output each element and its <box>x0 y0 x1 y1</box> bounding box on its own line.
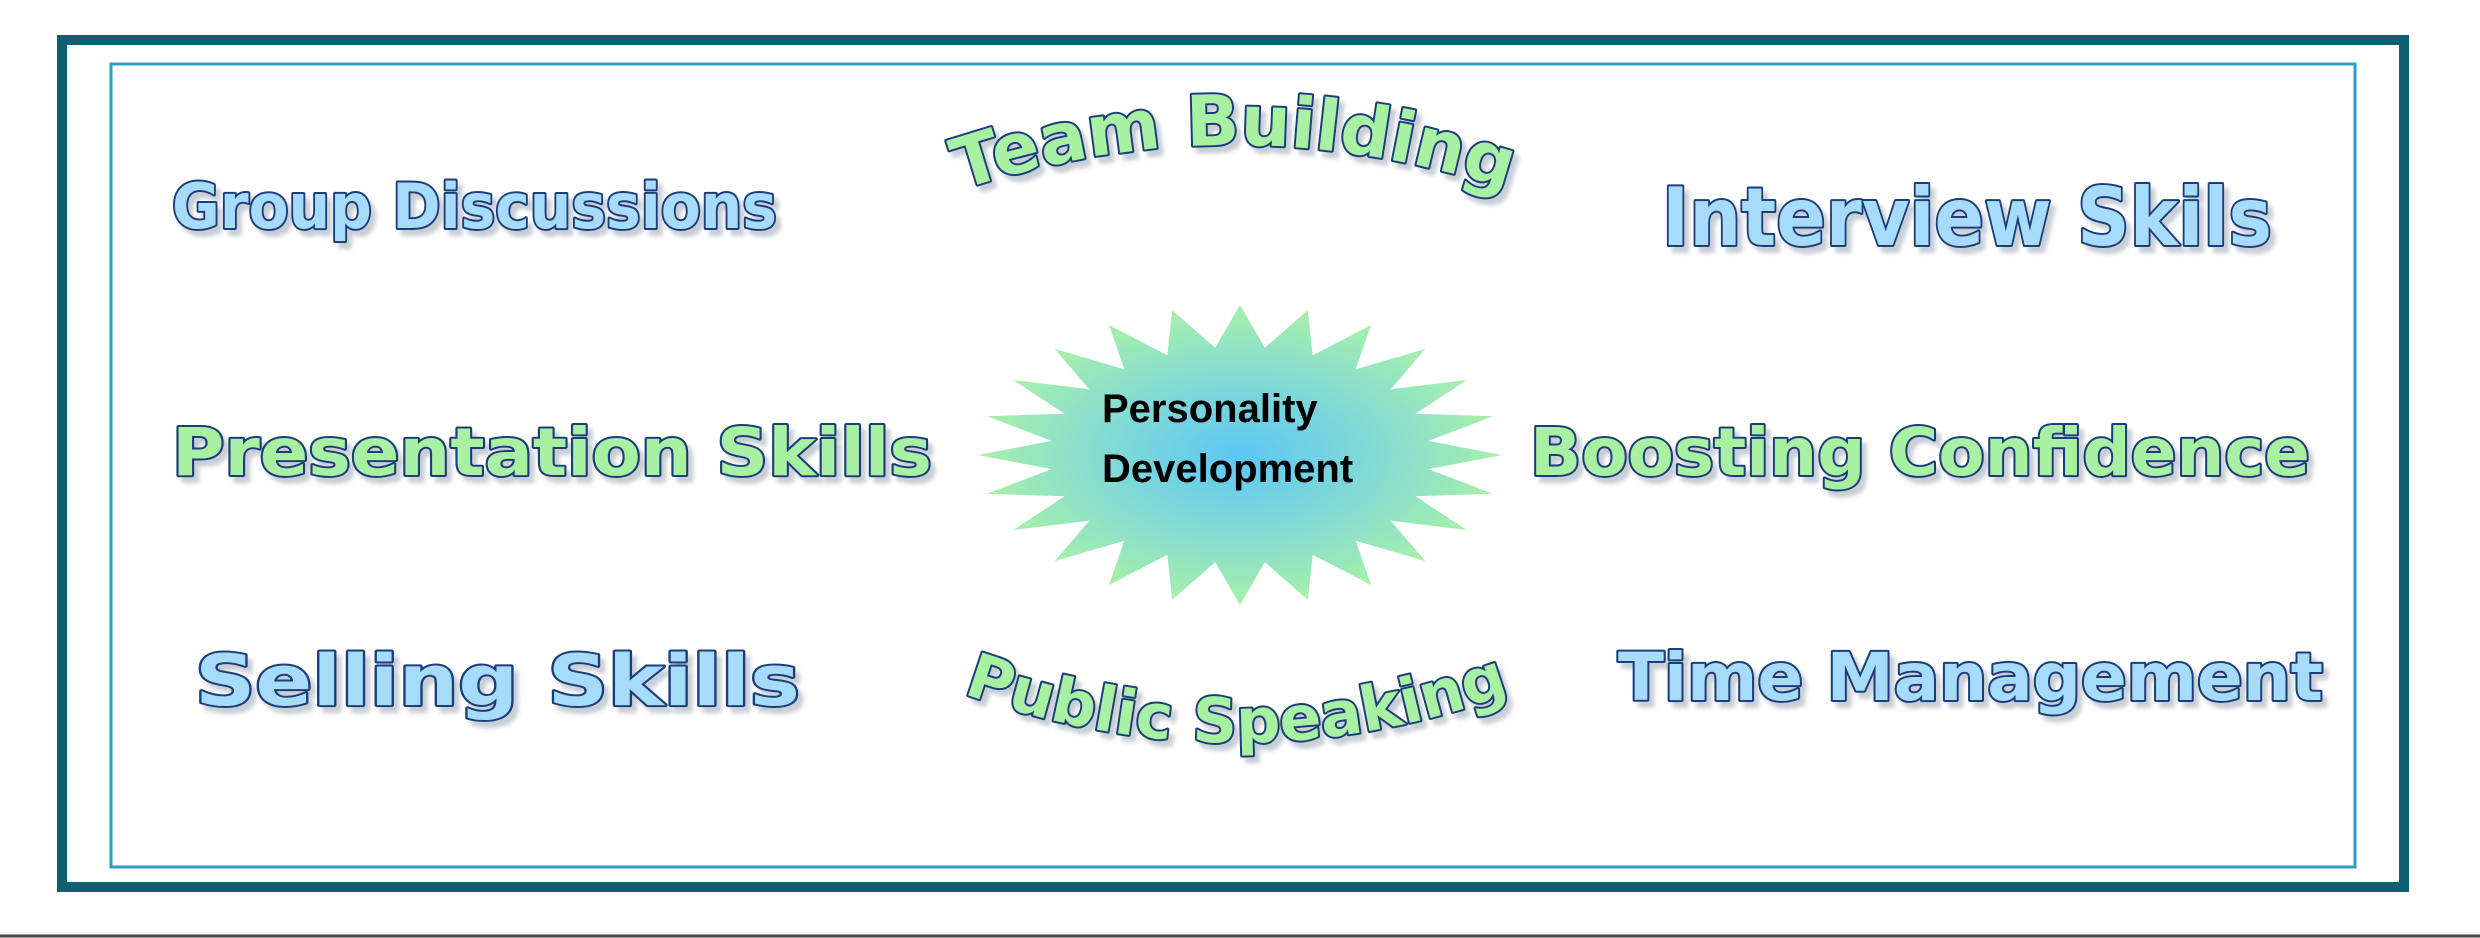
center-label-line1: Personality <box>1102 387 1318 431</box>
skill-team-building-text: Team Building <box>940 78 1528 208</box>
skill-selling-skills: Selling Skills <box>195 640 800 722</box>
inner-frame-border <box>109 62 2357 869</box>
skill-group-discussions: Group Discussions <box>172 170 777 243</box>
skill-team-building: Team Building <box>942 80 1526 206</box>
outer-frame-border <box>57 35 2409 892</box>
skill-time-management: Time Management <box>1618 639 2323 716</box>
center-label-line2: Development <box>1102 447 1353 491</box>
skill-boosting-confidence: Boosting Confidence <box>1530 414 2310 491</box>
skill-presentation-skills: Presentation Skills <box>172 414 932 491</box>
skill-interview-skills: Interview Skils <box>1662 171 2272 264</box>
center-starburst <box>978 305 1502 605</box>
skill-public-speaking-text: Public Speaking <box>956 637 1517 760</box>
skill-public-speaking: Public Speaking <box>958 639 1515 758</box>
